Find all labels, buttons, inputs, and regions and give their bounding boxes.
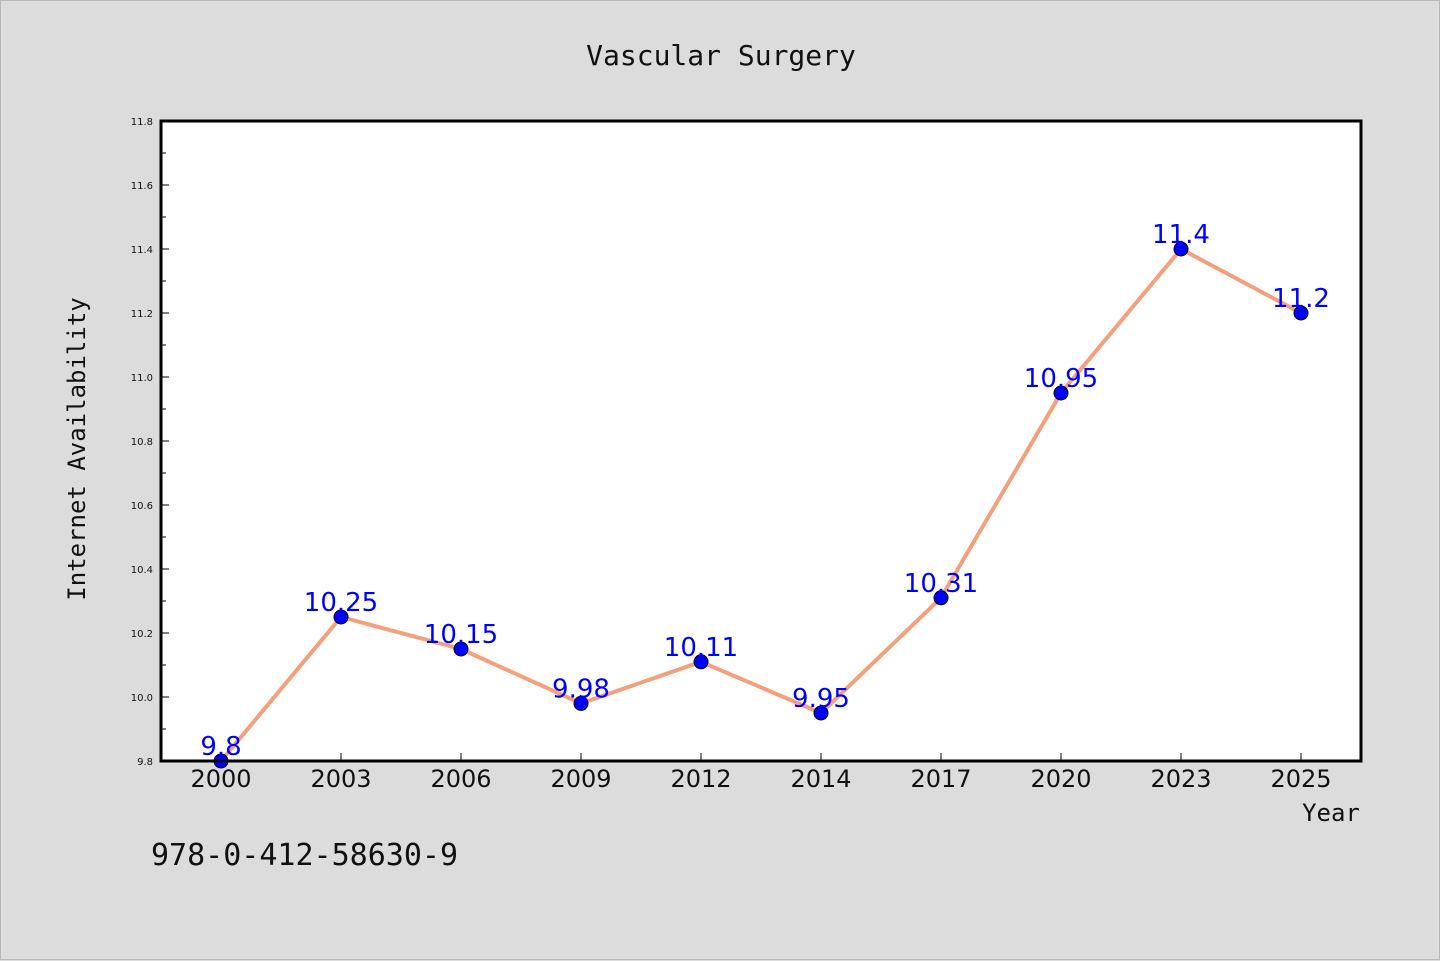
y-tick-label: 11.6: [131, 181, 153, 192]
y-tick-label: 10.8: [131, 437, 153, 448]
data-label: 9.8: [200, 732, 241, 762]
x-tick-label: 2017: [910, 765, 971, 793]
data-label: 11.4: [1152, 220, 1210, 250]
x-tick-label: 2000: [190, 765, 251, 793]
data-label: 10.11: [664, 633, 738, 663]
plot-frame: [159, 119, 1363, 763]
data-point: [1053, 385, 1069, 401]
y-tick-label: 9.8: [137, 757, 153, 768]
data-point: [1293, 305, 1309, 321]
x-tick-label: 2023: [1150, 765, 1211, 793]
x-tick-label: 2020: [1030, 765, 1091, 793]
data-label: 10.15: [424, 620, 498, 650]
y-tick-label: 11.2: [131, 309, 153, 320]
series-line: [219, 247, 1302, 763]
data-point: [453, 641, 469, 657]
x-axis: 2000 2003 2006 2009 2012 2014 2017 2020 2023 2025: [190, 753, 1332, 793]
x-tick-label: 2003: [310, 765, 371, 793]
x-axis-label: Year: [1302, 799, 1360, 827]
y-tick-label: 11.8: [131, 117, 153, 128]
y-axis: 9.8 10.0 10.2 10.4 10.6 10.8 11.0 11.2 11.4 11.6 1…: [131, 117, 169, 768]
data-label: 9.98: [552, 674, 610, 704]
y-axis-label: Internet Availability: [63, 297, 91, 600]
y-tick-label: 10.4: [131, 565, 153, 576]
x-tick-label: 2014: [790, 765, 851, 793]
x-tick-label: 2025: [1270, 765, 1331, 793]
y-tick-label: 11.4: [131, 245, 153, 256]
x-tick-label: 2006: [430, 765, 491, 793]
data-point: [333, 609, 349, 625]
data-point: [573, 695, 589, 711]
chart-title: Vascular Surgery: [586, 39, 856, 72]
y-tick-label: 11.0: [131, 373, 153, 384]
data-label: 11.2: [1272, 284, 1330, 314]
y-tick-label: 10.2: [131, 629, 153, 640]
data-point: [1173, 241, 1189, 257]
y-tick-label: 10.0: [131, 693, 153, 704]
x-tick-label: 2012: [670, 765, 731, 793]
data-label: 10.31: [904, 569, 978, 599]
data-label: 10.95: [1024, 364, 1098, 394]
data-point: [933, 590, 949, 606]
footer-isbn-text: 978-0-412-58630-9: [151, 838, 458, 873]
data-label: 9.95: [792, 684, 850, 714]
series-layer: 9.8 10.25 10.15 9.98 10.11 9.95 10.31 10.95 11.4…: [200, 220, 1330, 769]
x-tick-label: 2009: [550, 765, 611, 793]
data-label: 10.25: [304, 588, 378, 618]
data-point: [693, 654, 709, 670]
y-tick-label: 10.6: [131, 501, 153, 512]
plot-area: [161, 121, 1361, 761]
data-point: [813, 705, 829, 721]
